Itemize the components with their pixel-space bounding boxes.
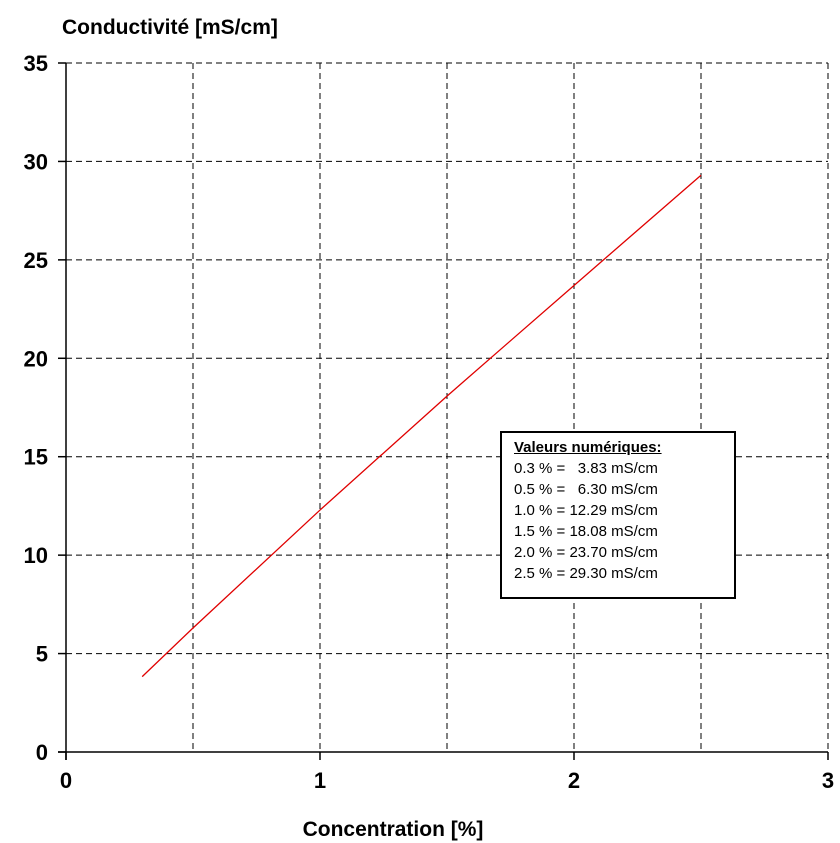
y-tick-label: 30 xyxy=(24,149,48,174)
x-tick-label: 2 xyxy=(568,768,580,793)
y-tick-label: 15 xyxy=(24,445,48,470)
x-axis-label: Concentration [%] xyxy=(302,818,484,841)
annotation-line: 1.5 % = 18.08 mS/cm xyxy=(514,523,658,540)
grid-lines xyxy=(66,62,829,752)
y-tick-label: 5 xyxy=(36,642,48,667)
y-tick-label: 20 xyxy=(24,346,48,371)
annotation-line: 2.0 % = 23.70 mS/cm xyxy=(514,544,658,561)
values-annotation-box: Valeurs numériques: 0.3 % = 3.83 mS/cm 0… xyxy=(500,431,736,599)
axes xyxy=(58,62,829,760)
annotation-title: Valeurs numériques: xyxy=(514,439,662,456)
data-series xyxy=(141,174,702,678)
annotation-line: 0.5 % = 6.30 mS/cm xyxy=(514,481,658,498)
y-tick-label: 10 xyxy=(24,543,48,568)
x-tick-label: 1 xyxy=(314,768,326,793)
x-tick-labels: 0 1 2 3 xyxy=(60,768,834,793)
x-tick-label: 0 xyxy=(60,768,72,793)
y-tick-labels: 0 5 10 15 20 25 30 35 xyxy=(24,51,48,765)
y-tick-label: 25 xyxy=(24,248,48,273)
y-axis-label: Conductivité [mS/cm] xyxy=(62,16,278,39)
annotation-line: 2.5 % = 29.30 mS/cm xyxy=(514,565,658,582)
y-tick-label: 35 xyxy=(24,51,48,76)
annotation-line: 0.3 % = 3.83 mS/cm xyxy=(514,460,658,477)
annotation-line: 1.0 % = 12.29 mS/cm xyxy=(514,502,658,519)
y-tick-label: 0 xyxy=(36,740,48,765)
x-tick-label: 3 xyxy=(822,768,834,793)
series-line xyxy=(141,174,702,678)
